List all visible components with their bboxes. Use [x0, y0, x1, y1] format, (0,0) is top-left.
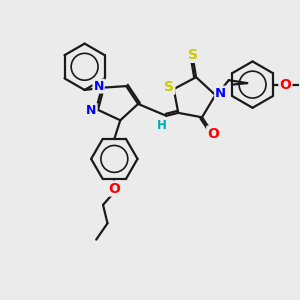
- Text: O: O: [207, 127, 219, 141]
- Text: O: O: [108, 182, 120, 196]
- Text: N: N: [215, 87, 226, 100]
- Text: S: S: [164, 80, 174, 94]
- Text: S: S: [188, 48, 198, 62]
- Text: N: N: [86, 104, 97, 117]
- Text: H: H: [157, 119, 167, 132]
- Text: N: N: [93, 80, 104, 93]
- Text: O: O: [280, 78, 291, 92]
